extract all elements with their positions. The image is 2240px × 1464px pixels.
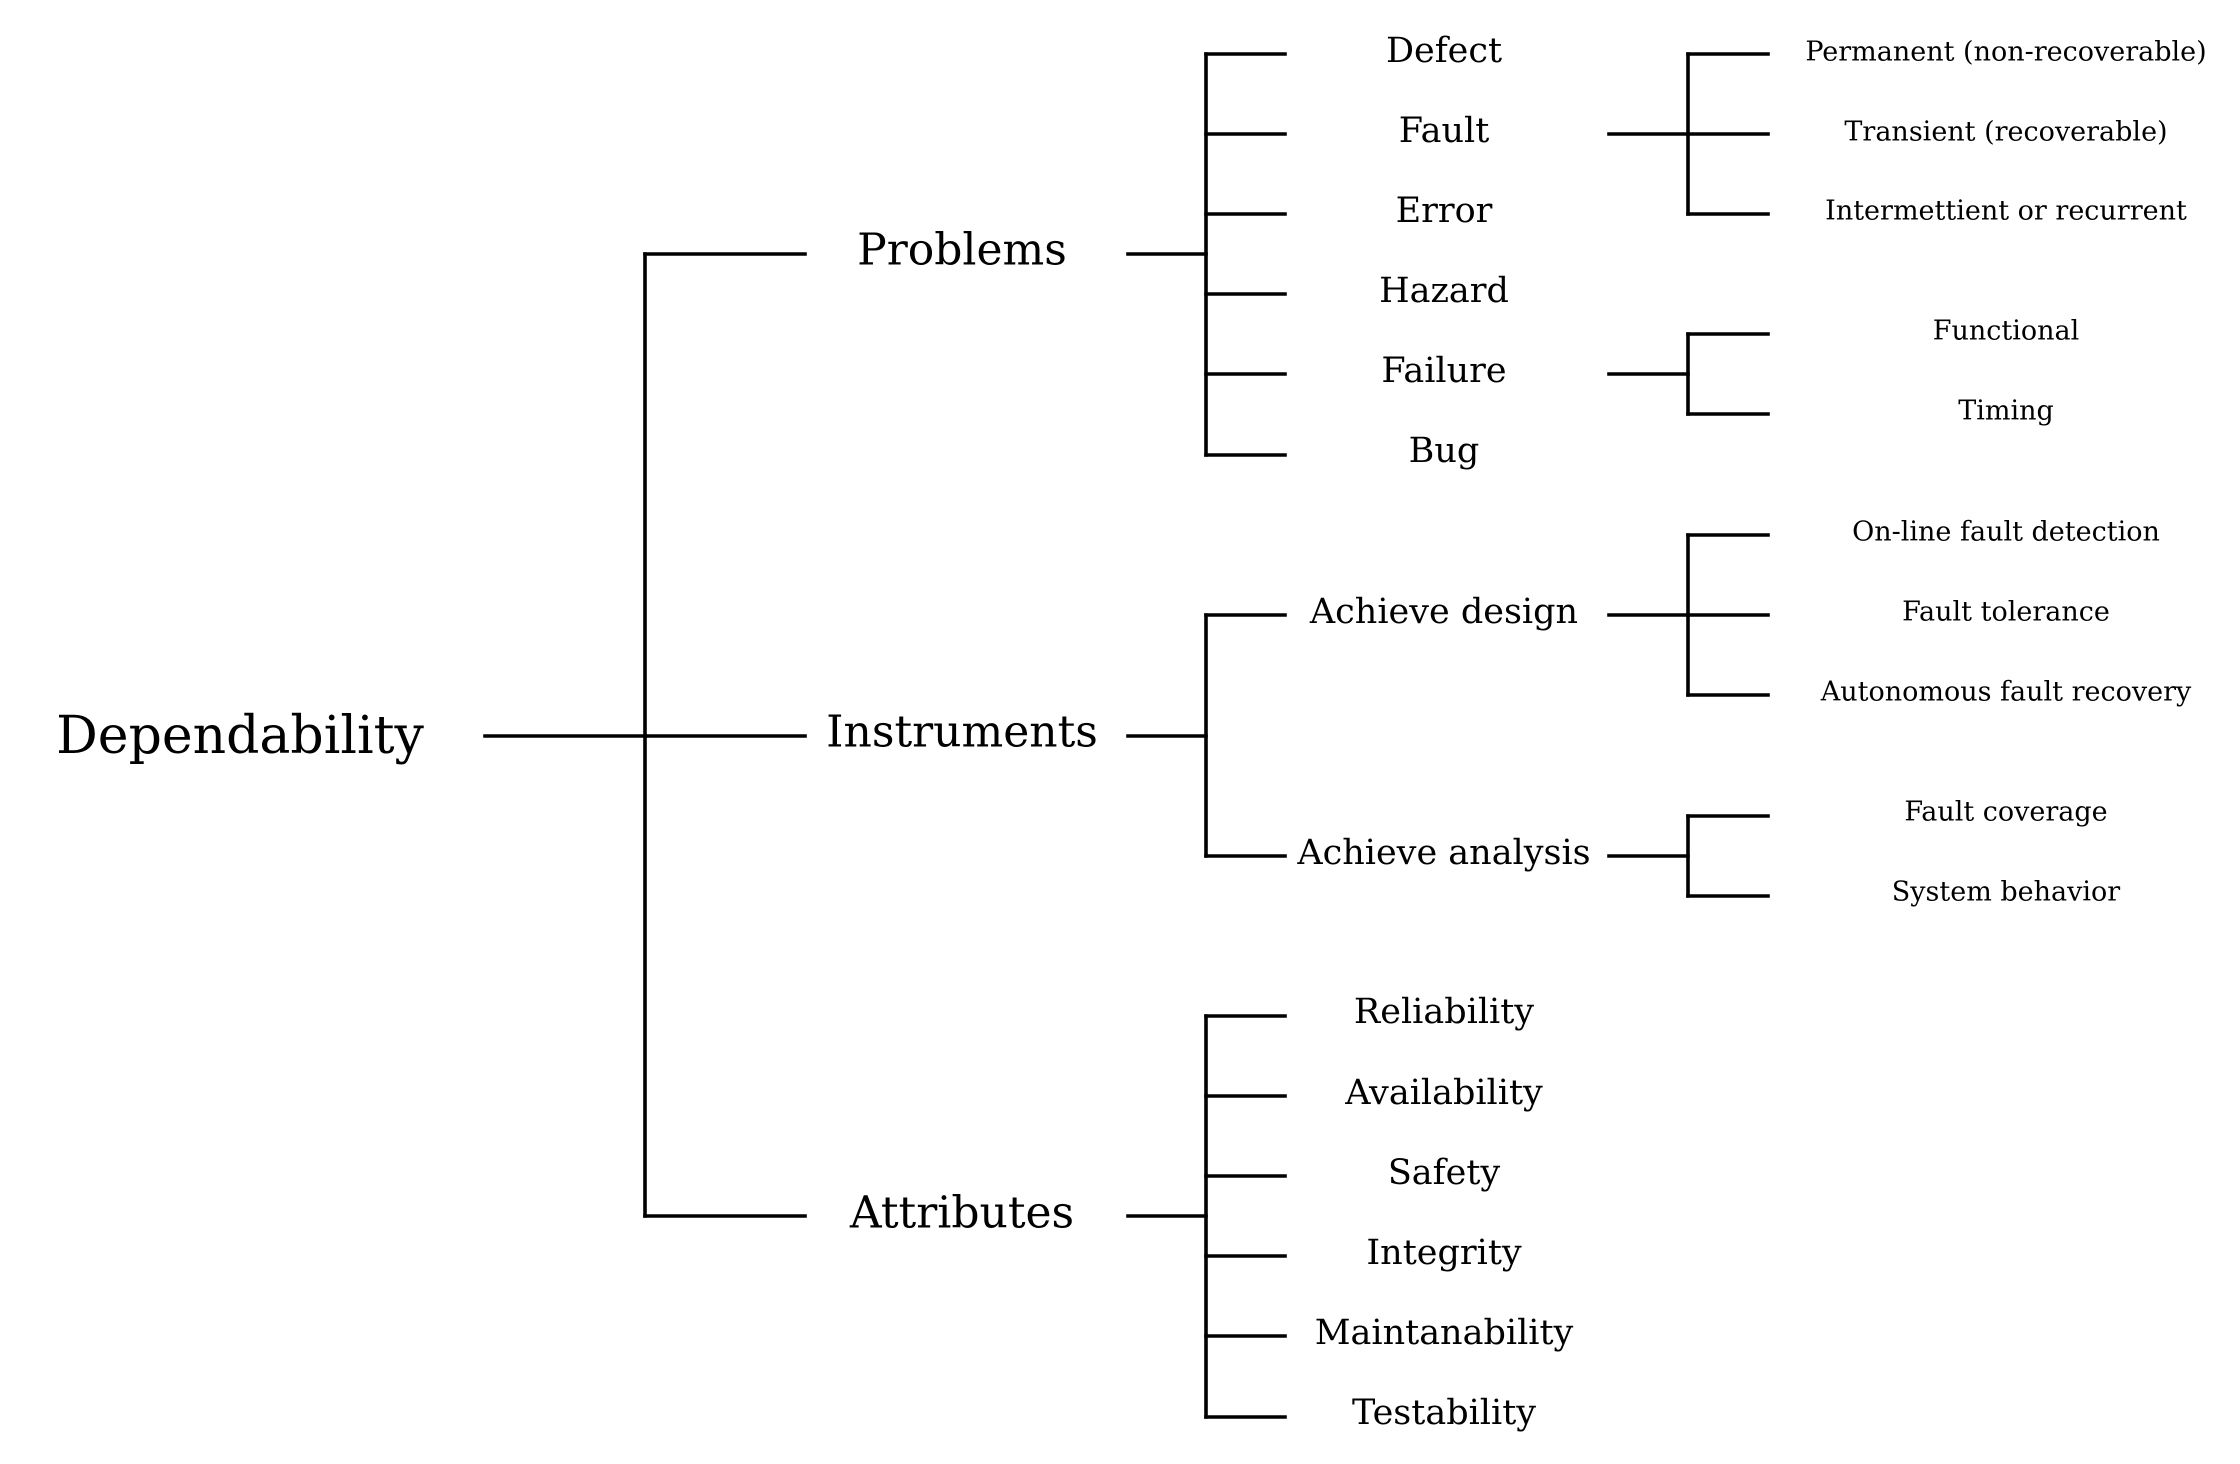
node-maintanability: Maintanability — [1315, 1313, 1574, 1353]
node-hazard: Hazard — [1379, 271, 1509, 311]
leaf-autonomous-recovery: Autonomous fault recovery — [1820, 677, 2192, 708]
leaf-fault-coverage: Fault coverage — [1904, 797, 2107, 828]
leaf-transient: Transient (recoverable) — [1844, 117, 2167, 148]
node-integrity: Integrity — [1366, 1233, 1522, 1273]
leaf-intermittent: Intermettient or recurrent — [1825, 196, 2187, 227]
leaf-fault-tolerance: Fault tolerance — [1902, 597, 2110, 628]
branch-problems: Problems — [857, 225, 1067, 276]
node-achieve-design: Achieve design — [1309, 592, 1578, 632]
node-achieve-analysis: Achieve analysis — [1296, 833, 1590, 873]
leaf-functional: Functional — [1933, 316, 2080, 347]
branch-attributes: Attributes — [849, 1188, 1074, 1239]
branch-instruments: Instruments — [826, 707, 1098, 758]
node-fault: Fault — [1399, 111, 1490, 151]
node-testability: Testability — [1352, 1393, 1536, 1433]
leaf-permanent: Permanent (non-recoverable) — [1805, 37, 2206, 68]
root-label: Dependability — [56, 706, 424, 766]
node-defect: Defect — [1386, 31, 1502, 71]
node-safety: Safety — [1388, 1153, 1501, 1193]
node-error: Error — [1396, 191, 1493, 231]
node-failure: Failure — [1381, 351, 1506, 391]
node-reliability: Reliability — [1354, 992, 1534, 1032]
leaf-system-behavior: System behavior — [1892, 877, 2121, 908]
node-availability: Availability — [1344, 1073, 1543, 1113]
node-bug: Bug — [1409, 431, 1480, 471]
leaf-timing: Timing — [1958, 396, 2054, 427]
leaf-online-detection: On-line fault detection — [1852, 517, 2160, 548]
